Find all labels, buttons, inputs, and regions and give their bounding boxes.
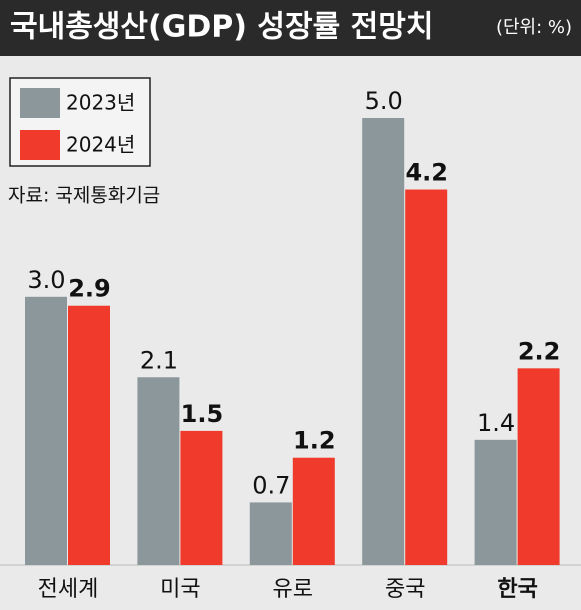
value-label: 4.2 (405, 159, 448, 187)
bar (405, 189, 448, 565)
x-tick-label: 유로 (273, 577, 313, 602)
bar (25, 296, 67, 565)
value-label: 3.0 (27, 266, 65, 294)
bar (249, 502, 292, 565)
value-label: 1.2 (293, 427, 336, 455)
x-tick-label: 전세계 (38, 577, 99, 602)
x-tick-label: 미국 (160, 577, 200, 602)
legend-label: 2023년 (66, 91, 135, 115)
bar (137, 377, 180, 565)
bar (474, 439, 517, 565)
legend-swatch (20, 130, 60, 160)
value-label: 0.7 (252, 471, 290, 499)
value-label: 5.0 (365, 87, 403, 115)
x-tick-label: 한국 (497, 577, 537, 602)
value-label: 1.4 (477, 409, 515, 437)
unit-note: (단위: %) (496, 17, 572, 38)
legend-label: 2024년 (66, 133, 135, 157)
bar (180, 430, 223, 565)
value-label: 2.2 (518, 337, 561, 365)
chart-title: 국내총생산(GDP) 성장률 전망치 (10, 10, 433, 45)
x-tick-label: 중국 (385, 577, 425, 602)
bar (362, 118, 405, 565)
title-bar (0, 0, 581, 56)
value-label: 2.9 (68, 275, 111, 303)
legend-swatch (20, 88, 60, 118)
value-label: 2.1 (140, 346, 178, 374)
source-note: 자료: 국제통화기금 (8, 185, 160, 207)
bar (517, 368, 560, 565)
bar (68, 305, 110, 565)
bar (292, 457, 335, 565)
value-label: 1.5 (181, 400, 224, 428)
